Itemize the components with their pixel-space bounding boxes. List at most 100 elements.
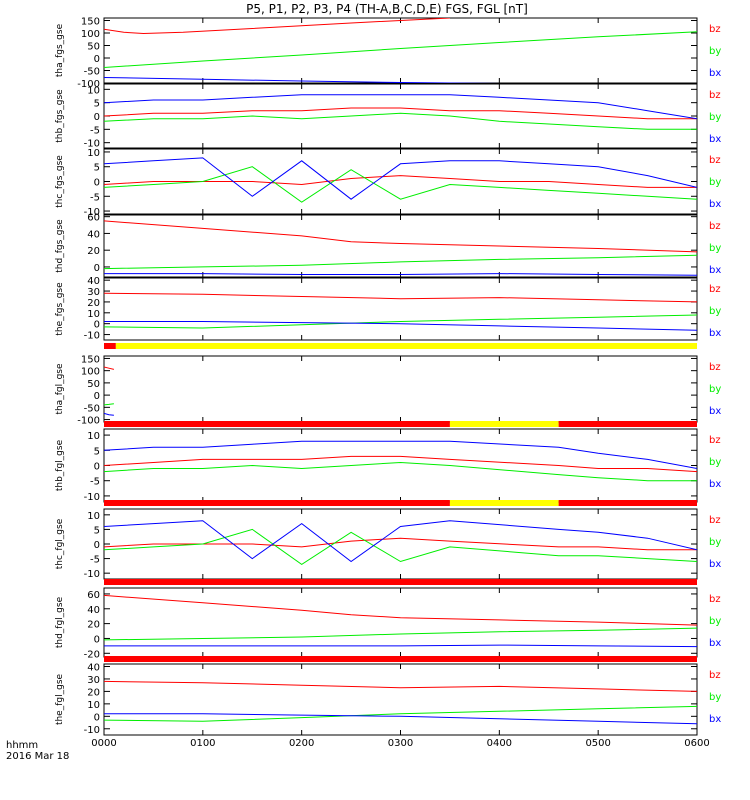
legend-by: by [709,537,721,548]
x-tick-label: 0600 [684,738,709,749]
series-bx-line [104,713,697,725]
legend-bz: bz [709,362,721,373]
y-axis-label: thd_fgs_gse [55,219,65,273]
series-bz-line [104,107,697,120]
y-tick-label: 5 [94,99,100,110]
legend-bx: bx [709,265,721,276]
legend-by: by [709,616,721,627]
panel-thd_fgl_gse: 60 40 20 0 -20 thd_fgl_gse bz by bx [55,579,721,660]
quality-flag-bar [104,579,697,585]
series-bz-line [104,680,697,692]
y-tick-label: 10 [87,700,100,711]
y-tick-label: 0 [94,712,100,723]
legend-bz: bz [709,594,721,605]
legend-bx: bx [709,638,721,649]
legend-by: by [709,177,721,188]
y-tick-label: 10 [87,309,100,320]
series-bx-line [104,412,114,416]
panel-frame [103,277,698,341]
y-tick-label: 60 [87,213,100,224]
legend-bx: bx [709,199,721,210]
legend-bz: bz [709,435,721,446]
panel-thb_fgl_gse: 10 5 0 -5 -10 thb_fgl_gse bz by bx [55,421,721,503]
series-by-line [104,461,697,482]
series-bz-line [104,366,115,370]
legend-bz: bz [709,515,721,526]
y-tick-label: 10 [87,431,100,442]
series-by-line [104,705,697,722]
y-tick-label: -100 [77,416,100,427]
panel-thc_fgl_gse: 10 5 0 -5 -10 thc_fgl_gse bz by bx [55,500,721,580]
y-tick-label: -100 [77,79,100,90]
y-tick-label: 10 [87,85,100,96]
panel-frame [103,83,698,149]
y-tick-label: 0 [94,320,100,331]
panel-frame [103,428,698,503]
series-by-line [104,627,697,641]
series-bx-line [104,440,697,469]
date-label: 2016 Mar 18 [6,751,69,762]
legend-bx: bx [709,406,721,417]
panel-thb_fgs_gse: 10 5 0 -5 -10 thb_fgs_gse bz by bx [55,83,721,150]
legend-bz: bz [709,90,721,101]
series-bz-line [104,292,697,303]
y-tick-label: 0 [94,391,100,402]
y-tick-label: 10 [87,511,100,522]
series-bx-line [104,520,697,563]
y-tick-label: 0 [94,634,100,645]
legend-bx: bx [709,714,721,725]
panel-thc_fgs_gse: 10 5 0 -5 -10 thc_fgs_gse bz by bx [55,148,721,218]
legend-by: by [709,457,721,468]
y-axis-label: thb_fgs_gse [55,89,65,143]
y-tick-label: -50 [84,403,100,414]
y-tick-label: -10 [84,492,100,503]
y-tick-label: 0 [94,462,100,473]
y-axis-label: thc_fgl_gse [55,518,65,569]
y-tick-label: -10 [84,331,100,342]
series-by-line [104,403,114,406]
series-bz-line [104,537,697,551]
y-tick-label: 150 [81,17,100,28]
x-tick-label: 0500 [585,738,610,749]
y-tick-label: 40 [87,605,100,616]
panel-frame [103,17,698,84]
series-bz-line [104,175,697,188]
series-bx-line [104,273,697,276]
x-tick-label: 0400 [487,738,512,749]
legend-bz: bz [709,24,721,35]
y-tick-label: 0 [94,263,100,274]
legend-by: by [709,692,721,703]
series-by-line [104,31,697,68]
quality-flag-bar [115,343,698,349]
series-bx-line [104,644,697,648]
y-tick-label: 20 [87,687,100,698]
quality-flag-bar [558,500,697,506]
legend-by: by [709,46,721,57]
series-bz-line [104,455,697,473]
series-bx-line [104,77,500,83]
y-tick-label: -10 [84,569,100,580]
legend-by: by [709,243,721,254]
legend-bz: bz [709,670,721,681]
panel-frame [103,355,698,423]
series-by-line [104,254,697,270]
legend-bx: bx [709,134,721,145]
y-tick-label: -10 [84,139,100,150]
y-axis-label: the_fgl_gse [55,673,65,725]
panel-thd_fgs_gse: 60 40 20 0 thd_fgs_gse bz by bx [55,213,721,278]
y-tick-label: -5 [90,555,100,566]
y-tick-label: 60 [87,590,100,601]
y-tick-label: -50 [84,67,100,78]
y-tick-label: 20 [87,246,100,257]
y-tick-label: -5 [90,125,100,136]
legend-by: by [709,112,721,123]
series-bx-line [104,94,697,120]
y-axis-label: thc_fgs_gse [55,155,65,208]
y-tick-label: 0 [94,112,100,123]
y-tick-label: 50 [87,379,100,390]
y-tick-label: 30 [87,675,100,686]
y-tick-label: 10 [87,148,100,159]
